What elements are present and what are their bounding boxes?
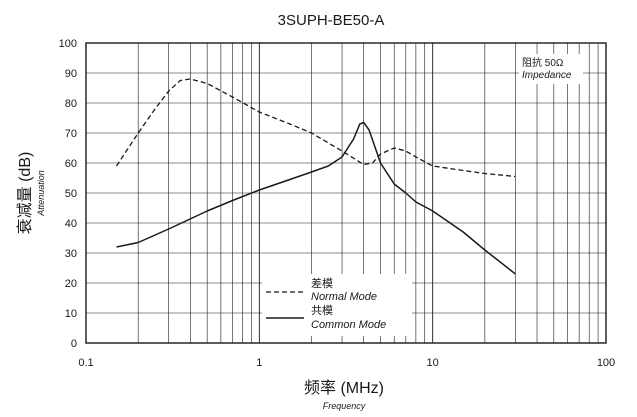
y-tick-label: 70	[65, 128, 77, 140]
series-layer	[115, 78, 516, 275]
legend-background	[262, 274, 412, 336]
y-tick-labels: 0 10 20 30 40 50 60 70 80 90 100	[59, 38, 77, 350]
y-tick-label: 80	[65, 98, 77, 110]
legend: 差模 Normal Mode 共模 Common Mode	[262, 274, 412, 336]
impedance-annotation: 阻抗 50Ω Impedance	[519, 54, 583, 84]
y-tick-label: 10	[65, 308, 77, 320]
y-axis-sublabel: Attenuation	[36, 170, 46, 217]
y-axis-label: 衰减量 (dB)	[16, 152, 34, 235]
y-tick-label: 30	[65, 248, 77, 260]
x-tick-label: 0.1	[78, 357, 93, 369]
chart-title: 3SUPH-BE50-A	[278, 12, 385, 29]
annotation-line-1: 阻抗 50Ω	[522, 56, 564, 69]
y-tick-label: 40	[65, 218, 77, 230]
annotation-line-2: Impedance	[522, 70, 572, 81]
x-tick-label: 100	[597, 357, 615, 369]
y-tick-label: 100	[59, 38, 77, 50]
x-tick-label: 1	[256, 357, 262, 369]
series-line-common	[116, 121, 516, 275]
x-tick-labels: 0.1 1 10 100	[78, 357, 615, 369]
y-tick-label: 50	[65, 188, 77, 200]
legend-sublabel-normal: Normal Mode	[311, 291, 377, 303]
legend-sublabel-common: Common Mode	[311, 319, 386, 331]
legend-label-normal: 差模	[311, 276, 333, 290]
x-axis-sublabel: Frequency	[323, 401, 366, 411]
y-tick-label: 60	[65, 158, 77, 170]
plot-frame	[85, 42, 607, 344]
legend-label-common: 共模	[311, 304, 333, 317]
y-tick-label: 20	[65, 278, 77, 290]
x-axis-label: 频率 (MHz)	[304, 379, 384, 397]
x-tick-label: 10	[427, 357, 439, 369]
y-tick-label: 0	[71, 338, 77, 350]
y-tick-label: 90	[65, 68, 77, 80]
annotation-background	[519, 54, 583, 84]
series-line-normal	[115, 78, 516, 178]
